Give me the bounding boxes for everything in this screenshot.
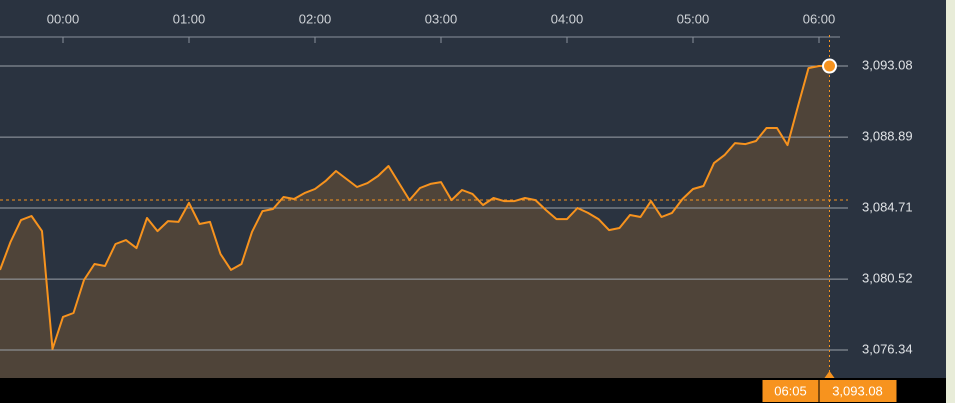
last-point — [822, 58, 837, 74]
cursor-time: 06:05 — [774, 383, 807, 398]
y-tick-label: 3,093.08 — [862, 57, 913, 72]
plot-background — [0, 0, 946, 378]
x-tick-label: 06:00 — [803, 11, 836, 26]
x-tick-label: 04:00 — [551, 11, 584, 26]
x-tick-label: 03:00 — [425, 11, 458, 26]
y-tick-label: 3,076.34 — [862, 341, 913, 356]
cursor-value: 3,093.08 — [832, 383, 883, 398]
cursor-pointer — [824, 371, 835, 378]
y-tick-label: 3,084.71 — [862, 199, 913, 214]
x-tick-label: 05:00 — [677, 11, 710, 26]
cursor-time-box — [762, 380, 819, 402]
y-tick-label: 3,080.52 — [862, 271, 913, 286]
y-tick-label: 3,088.89 — [862, 129, 913, 144]
price-line — [0, 65, 830, 350]
x-tick-label: 02:00 — [299, 11, 332, 26]
area — [0, 66, 830, 378]
x-tick-label: 00:00 — [47, 11, 80, 26]
x-tick-label: 01:00 — [173, 11, 206, 26]
cursor-value-box — [819, 380, 897, 402]
